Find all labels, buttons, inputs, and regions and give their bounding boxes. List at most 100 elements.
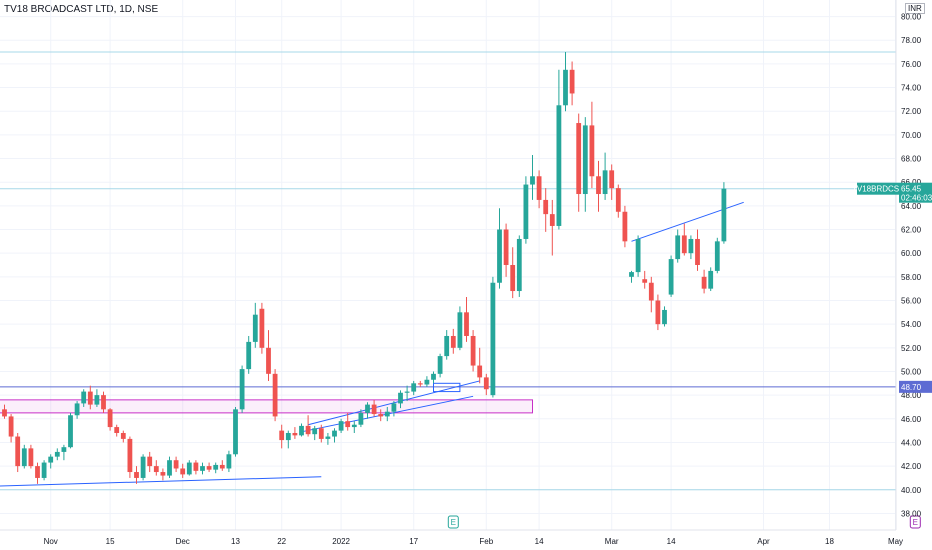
candle-body bbox=[54, 451, 60, 457]
candle-body bbox=[266, 347, 271, 374]
price-tick-label: 42.00 bbox=[901, 462, 922, 471]
trendline bbox=[631, 201, 744, 242]
candle-body bbox=[714, 241, 720, 271]
candle-body bbox=[35, 466, 40, 478]
candle-body bbox=[74, 403, 80, 416]
candle-body bbox=[721, 188, 727, 242]
candle-body bbox=[424, 379, 430, 385]
price-tick-label: 78.00 bbox=[901, 36, 922, 45]
candle-body bbox=[450, 335, 456, 348]
candle-body bbox=[173, 460, 179, 469]
candle-body bbox=[569, 69, 575, 94]
candle-body bbox=[246, 341, 252, 370]
time-tick-label: 14 bbox=[535, 537, 544, 546]
range-box bbox=[0, 399, 534, 414]
candle-body bbox=[503, 229, 509, 265]
candle-body bbox=[523, 184, 529, 239]
candle-body bbox=[351, 424, 357, 428]
price-tick-label: 64.00 bbox=[901, 202, 922, 211]
candle-body bbox=[437, 356, 443, 374]
candle-body bbox=[120, 432, 126, 439]
symbol-tag-label: TV18BRDCST bbox=[852, 185, 904, 194]
earnings-marker bbox=[447, 515, 459, 529]
price-tag bbox=[899, 182, 932, 203]
candle-body bbox=[708, 270, 714, 289]
price-tick-label: 72.00 bbox=[901, 107, 922, 116]
candle-body bbox=[127, 438, 133, 473]
horizontal-lines bbox=[0, 51, 896, 491]
candle-body bbox=[140, 456, 146, 478]
candle-body bbox=[688, 238, 694, 254]
candle-body bbox=[134, 472, 139, 478]
candle-body bbox=[536, 176, 542, 200]
candle-body bbox=[398, 392, 403, 404]
price-tick-label: 58.00 bbox=[901, 273, 922, 282]
time-tick-label: Dec bbox=[176, 537, 190, 546]
earnings-marker bbox=[909, 515, 921, 529]
price-tick-label: 56.00 bbox=[901, 296, 922, 305]
candle-body bbox=[259, 308, 265, 348]
time-axis[interactable]: Nov 15 Dec 13 22 2022 17 Feb 14 Mar 14 Apr 18 May bbox=[0, 529, 903, 546]
candle-body bbox=[582, 125, 588, 195]
candle-body bbox=[312, 428, 318, 435]
candle-body bbox=[483, 377, 489, 390]
trendline bbox=[0, 476, 322, 487]
candle-body bbox=[701, 276, 707, 289]
candle-body bbox=[28, 448, 34, 467]
grid bbox=[0, 0, 896, 530]
candle-body bbox=[602, 170, 608, 195]
price-tick-label: 40.00 bbox=[901, 486, 922, 495]
time-tick-label: 17 bbox=[409, 537, 418, 546]
candle-body bbox=[490, 282, 496, 396]
candle-body bbox=[365, 404, 370, 413]
candle-body bbox=[167, 460, 172, 476]
candle-body bbox=[635, 238, 641, 273]
candle-body bbox=[384, 411, 390, 417]
candle-body bbox=[107, 409, 113, 428]
price-tick-label: 80.00 bbox=[901, 13, 922, 22]
candle-body bbox=[325, 436, 331, 439]
chart-title: TV18 BROADCAST LTD, 1D, NSE bbox=[4, 4, 159, 15]
candle-body bbox=[675, 235, 681, 260]
candle-body bbox=[411, 383, 417, 392]
candle-body bbox=[279, 430, 285, 441]
candle-body bbox=[497, 229, 502, 283]
price-axis[interactable]: 38.00 40.00 42.00 44.00 46.00 48.00 50.00 52.00… bbox=[895, 0, 922, 530]
candle-body bbox=[252, 314, 258, 342]
candle-body bbox=[530, 176, 535, 185]
price-tick-label: 76.00 bbox=[901, 60, 922, 69]
candle-body bbox=[68, 415, 73, 448]
candle-body bbox=[21, 448, 27, 467]
candle-body bbox=[160, 472, 166, 476]
candle-body bbox=[391, 403, 397, 412]
candle-body bbox=[648, 282, 654, 301]
time-tick-label: 2022 bbox=[332, 537, 350, 546]
candle-body bbox=[510, 265, 516, 292]
price-tick-label: 74.00 bbox=[901, 84, 922, 93]
price-tick-label: 68.00 bbox=[901, 155, 922, 164]
candle-body bbox=[516, 238, 522, 292]
candle-body bbox=[464, 312, 469, 336]
candle-body bbox=[180, 468, 186, 475]
candle-body bbox=[318, 428, 324, 439]
candles bbox=[2, 52, 727, 484]
time-tick-label: Nov bbox=[44, 537, 58, 546]
candle-body bbox=[589, 125, 595, 177]
trendlines bbox=[0, 201, 744, 487]
earnings-marker-label: E bbox=[913, 518, 918, 527]
earnings-marker-label: E bbox=[451, 518, 456, 527]
currency-label[interactable]: INR bbox=[905, 3, 925, 14]
candle-body bbox=[457, 312, 463, 348]
candle-body bbox=[114, 427, 120, 433]
candle-body bbox=[615, 188, 621, 212]
candle-body bbox=[305, 425, 311, 435]
candle-body bbox=[378, 414, 384, 417]
price-tick-label: 54.00 bbox=[901, 320, 922, 329]
candle-body bbox=[233, 409, 238, 455]
candle-body bbox=[695, 238, 700, 265]
candle-body bbox=[629, 272, 634, 277]
candle-body bbox=[94, 395, 100, 405]
candle-body bbox=[642, 279, 648, 283]
time-tick-label: Apr bbox=[757, 537, 770, 546]
